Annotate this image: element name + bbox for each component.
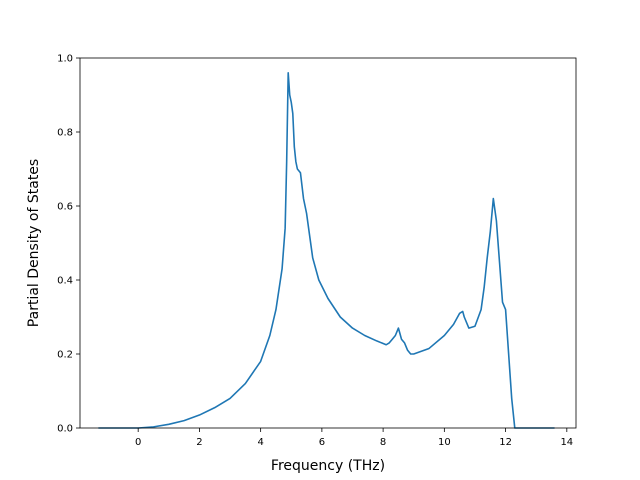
x-tick-label: 4 <box>257 437 263 448</box>
x-axis-label: Frequency (THz) <box>271 458 385 474</box>
y-tick-label: 1.0 <box>57 54 73 65</box>
y-tick-label: 0.0 <box>57 424 73 435</box>
x-tick-label: 6 <box>319 437 325 448</box>
y-tick-label: 0.6 <box>57 202 73 213</box>
x-tick-label: 10 <box>438 437 451 448</box>
x-tick-label: 14 <box>560 437 573 448</box>
y-axis-ticks: 0.0 0.2 0.4 0.6 0.8 1.0 <box>57 54 80 435</box>
x-tick-label: 12 <box>499 437 512 448</box>
x-axis-ticks: 0 2 4 6 8 10 12 14 <box>135 428 573 448</box>
series-line-0 <box>98 72 555 429</box>
y-axis-label: Partial Density of States <box>26 159 42 327</box>
x-tick-label: 8 <box>380 437 386 448</box>
axes-frame <box>79 57 577 429</box>
y-tick-label: 0.4 <box>57 276 73 287</box>
x-tick-label: 0 <box>135 437 141 448</box>
x-tick-label: 2 <box>196 437 202 448</box>
y-tick-label: 0.2 <box>57 350 73 361</box>
y-tick-label: 0.8 <box>57 128 73 139</box>
plot-area <box>98 72 555 429</box>
